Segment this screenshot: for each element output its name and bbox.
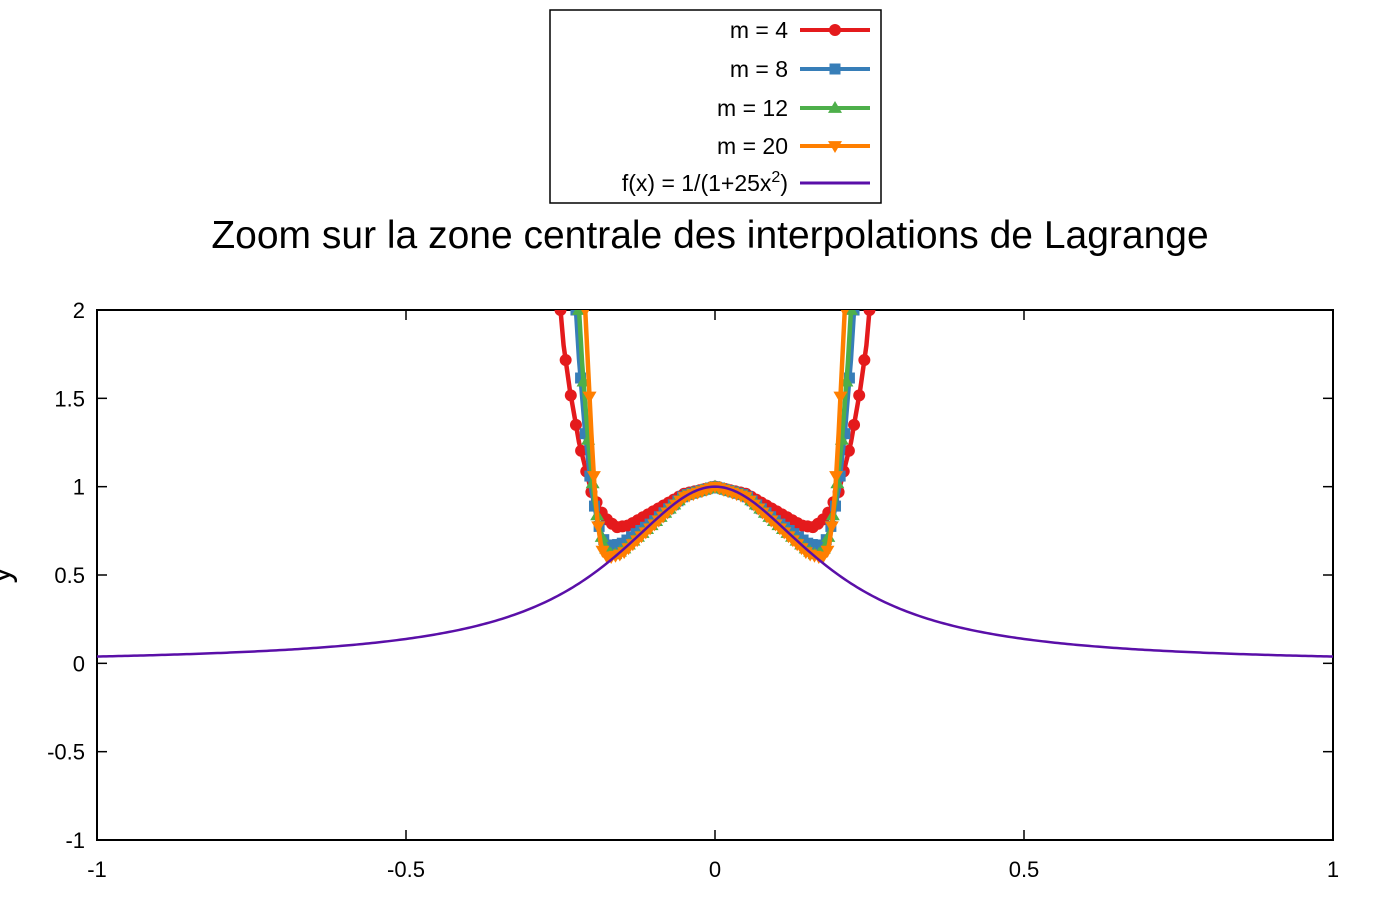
x-tick-label: 0: [709, 857, 721, 882]
y-tick-label: 1: [73, 475, 85, 500]
legend-marker: [828, 141, 842, 153]
series-marker: [820, 545, 835, 558]
series-1: [570, 310, 860, 552]
legend-label: m = 12: [717, 95, 788, 121]
series-marker: [842, 444, 855, 457]
series-marker: [564, 389, 577, 402]
series-marker: [579, 428, 591, 440]
plot-frame: [96, 309, 1334, 841]
series-marker: [581, 310, 590, 317]
series-marker: [586, 471, 601, 484]
series-marker: [858, 354, 871, 367]
series-marker: [839, 428, 851, 440]
series-marker: [554, 310, 567, 316]
series-0: [554, 310, 876, 534]
x-tick-label: 1: [1327, 857, 1339, 882]
series-marker: [575, 372, 587, 384]
series-marker: [863, 310, 876, 316]
series-marker: [582, 391, 597, 404]
legend-marker: [829, 63, 841, 75]
legend-function-prefix: f(x) = 1/(1+25x: [622, 170, 772, 196]
legend-marker: [829, 24, 841, 36]
series-line: [576, 310, 854, 558]
series-marker: [559, 354, 572, 367]
legend-label: m = 20: [717, 133, 788, 159]
y-axis-label: y: [0, 567, 18, 584]
x-axis-ticks: -1 -0.5 0 0.5 1: [87, 310, 1339, 882]
legend-label: m = 4: [730, 17, 788, 43]
legend: m = 4 m = 8 m = 12 m = 20 f(x) = 1/(1+25x2): [549, 9, 882, 204]
x-tick-label: 0.5: [1009, 857, 1040, 882]
legend-entries: m = 4 m = 8 m = 12 m = 20: [717, 17, 870, 159]
y-tick-label: 2: [73, 298, 85, 323]
series-marker: [569, 418, 582, 431]
legend-label: m = 8: [730, 56, 788, 82]
legend-label-function: f(x) = 1/(1+25x2): [622, 169, 788, 196]
series-marker: [824, 521, 839, 534]
y-tick-label: -1: [65, 828, 85, 853]
series-line: [573, 310, 857, 549]
series-line: [558, 310, 872, 530]
y-tick-label: 1.5: [54, 386, 85, 411]
legend-marker: [828, 101, 842, 113]
series-layer: [97, 310, 1333, 658]
series-marker: [591, 521, 606, 534]
series-marker: [833, 391, 848, 404]
series-marker: [575, 444, 588, 457]
function-curve: [97, 485, 1333, 658]
series-marker: [829, 471, 844, 484]
x-tick-label: -1: [87, 857, 107, 882]
legend-function-sup: 2: [771, 169, 780, 186]
plot-area: -1 -0.5 0 0.5 1 2 1.5 1 0.5 0 -0.5 -1: [47, 298, 1339, 882]
series-marker: [843, 372, 855, 384]
series-line: [582, 310, 848, 560]
y-axis-ticks: 2 1.5 1 0.5 0 -0.5 -1: [47, 298, 1333, 853]
y-tick-label: 0: [73, 651, 85, 676]
series-marker: [848, 418, 861, 431]
legend-function-suffix: ): [780, 170, 788, 196]
chart-title: Zoom sur la zone centrale des interpolat…: [211, 214, 1208, 257]
y-tick-label: 0.5: [54, 563, 85, 588]
y-tick-label: -0.5: [47, 740, 85, 765]
function-curve-group: [97, 485, 1333, 658]
x-tick-label: -0.5: [387, 857, 425, 882]
series-marker: [840, 310, 849, 317]
series-marker: [853, 389, 866, 402]
